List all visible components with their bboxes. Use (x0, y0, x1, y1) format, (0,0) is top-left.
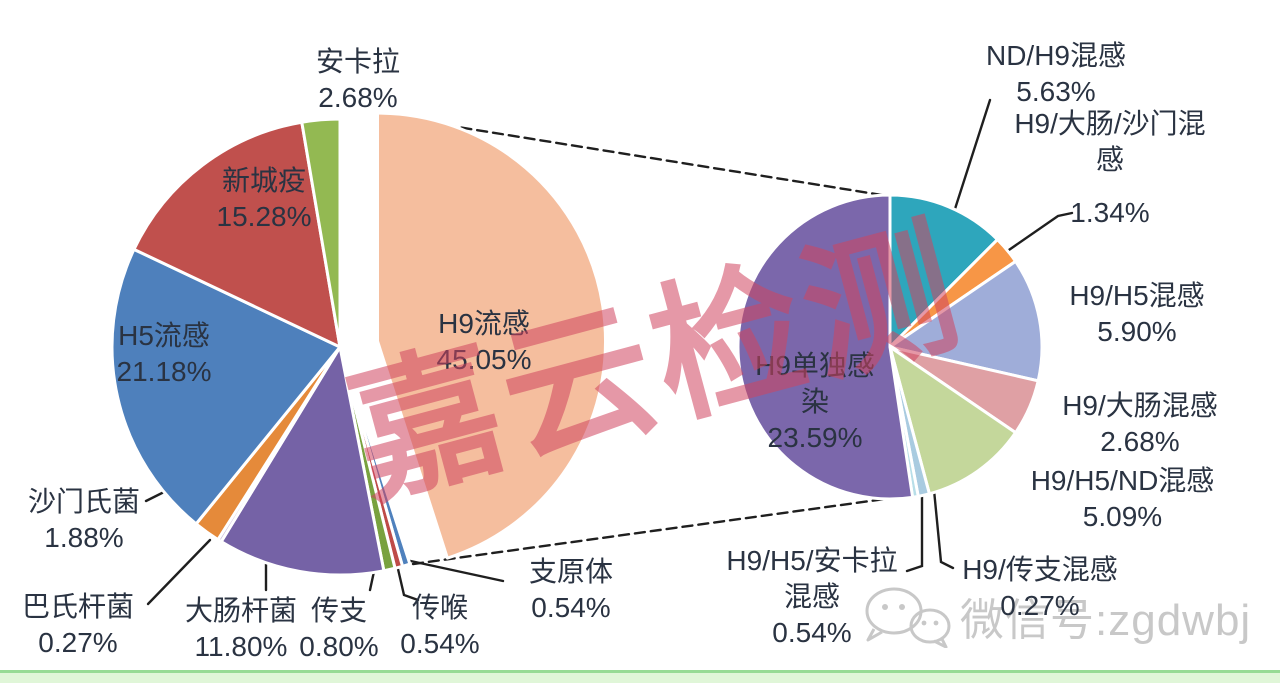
slice-pct: 0.54% (531, 592, 611, 623)
slice-pct: 5.90% (1097, 316, 1177, 347)
slice-pct: 5.09% (1082, 501, 1163, 532)
label-pasteurella: 巴氏杆菌 0.27% (0, 589, 156, 661)
slice-pct: 2.68% (1100, 426, 1180, 457)
main-pie-slice-h5-flu (110, 247, 342, 526)
slice-name: 混感 (783, 581, 840, 612)
leader-h9-ecoli-sal-mix (1004, 211, 1074, 254)
slice-name: 传支 (310, 595, 367, 626)
main-pie-slice-h9-flu (376, 111, 607, 560)
slice-name: 巴氏杆菌 (21, 591, 134, 622)
leader-h9-h5-ankara-mix (905, 487, 924, 573)
slice-name: 沙门氏菌 (27, 486, 140, 517)
slice-name: H9/大肠混感 (1062, 390, 1218, 421)
label-newcastle: 新城疫 15.28% (174, 163, 354, 235)
main-pie-slice-newcastle (132, 120, 342, 349)
label-ib: 传支 0.80% (282, 593, 396, 665)
slice-name: H9/传支混感 (962, 554, 1118, 585)
wechat-watermark: 微信号:zgdwbj (856, 584, 1251, 648)
leader-h9-ib-mix (932, 488, 955, 570)
slice-pct: 2.68% (318, 82, 398, 113)
slice-name: 安卡拉 (315, 46, 400, 77)
slice-pct: 45.05% (436, 344, 532, 375)
breakdown-pie-slice-h9-only (736, 193, 915, 501)
slice-pct: 0.27% (38, 627, 118, 658)
slice-pct: 1.34% (1070, 197, 1150, 228)
connector-line-top (412, 118, 890, 198)
breakdown-pie-slice-h9-h5-mix (888, 259, 1044, 383)
slice-pct: 21.18% (116, 356, 212, 387)
slice-pct: 0.54% (772, 617, 852, 648)
slice-name: 大肠杆菌 (184, 595, 297, 626)
label-h9-h5-nd-mix: H9/H5/ND混感 5.09% (1000, 463, 1245, 535)
label-ankara: 安卡拉 2.68% (268, 44, 448, 116)
label-h9-h5-mix: H9/H5混感 5.90% (1032, 278, 1242, 350)
slice-name: 支原体 (528, 556, 613, 587)
label-nd-h9-mix: ND/H9混感 5.63% (958, 38, 1154, 110)
label-salmonella: 沙门氏菌 1.88% (4, 484, 164, 556)
main-pie-slice-ankara (300, 117, 342, 349)
slice-pct: 23.59% (767, 422, 863, 453)
slice-name: ND/H9混感 (985, 40, 1126, 71)
label-h5-flu: H5流感 21.18% (74, 318, 254, 390)
breakdown-pie-slice-nd-h9-mix (888, 193, 999, 349)
slice-pct: 0.27% (1000, 590, 1080, 621)
slice-name: 新城疫 (221, 165, 306, 196)
slice-pct: 11.80% (194, 631, 288, 662)
label-e-coli: 大肠杆菌 11.80% (159, 593, 323, 665)
slice-name: 传喉 (411, 592, 468, 623)
slice-pct: 0.54% (400, 628, 480, 659)
slice-name: H9/H5/ND混感 (1030, 465, 1215, 496)
slice-name: H9/H5/安卡拉 (726, 545, 898, 576)
slice-pct: 15.28% (216, 201, 312, 232)
wechat-id-text: 微信号:zgdwbj (960, 596, 1252, 645)
leader-pasteurella (146, 538, 212, 606)
slice-pct: 1.88% (44, 522, 124, 553)
footer-green-bar (0, 670, 1280, 683)
slice-pct: 5.63% (1016, 76, 1096, 107)
label-h9-only: H9单独感 染 23.59% (722, 348, 908, 456)
breakdown-pie-slice-h9-h5-nd-mix (888, 345, 1018, 496)
label-h9-ecoli-mix: H9/大肠混感 2.68% (1035, 388, 1245, 460)
slice-name: 染 (800, 386, 829, 417)
connector-line-bottom (411, 496, 894, 566)
label-ilt: 传喉 0.54% (383, 590, 497, 662)
label-h9-ecoli-sal-mix: H9/大肠/沙门混 感 1.34% (1000, 106, 1220, 231)
leader-nd-h9-mix (952, 98, 992, 214)
slice-name: H9/H5混感 (1069, 280, 1205, 311)
slice-name: H5流感 (118, 320, 210, 351)
slice-pct: 0.80% (299, 631, 379, 662)
label-h9-ib-mix: H9/传支混感 0.27% (935, 552, 1145, 624)
slice-name: H9单独感 (755, 350, 875, 381)
main-pie-slice-e-coli (219, 345, 386, 577)
slice-name: 感 (1095, 144, 1124, 175)
slice-name: H9/大肠/沙门混 (1014, 108, 1206, 139)
leader-mycoplasma (404, 558, 505, 583)
label-mycoplasma: 支原体 0.54% (501, 554, 641, 626)
wechat-icon (865, 587, 951, 648)
slice-name: H9流感 (438, 308, 530, 339)
label-h9-flu: H9流感 45.05% (394, 306, 574, 378)
label-h9-h5-ankara-mix: H9/H5/安卡拉 混感 0.54% (697, 543, 927, 651)
